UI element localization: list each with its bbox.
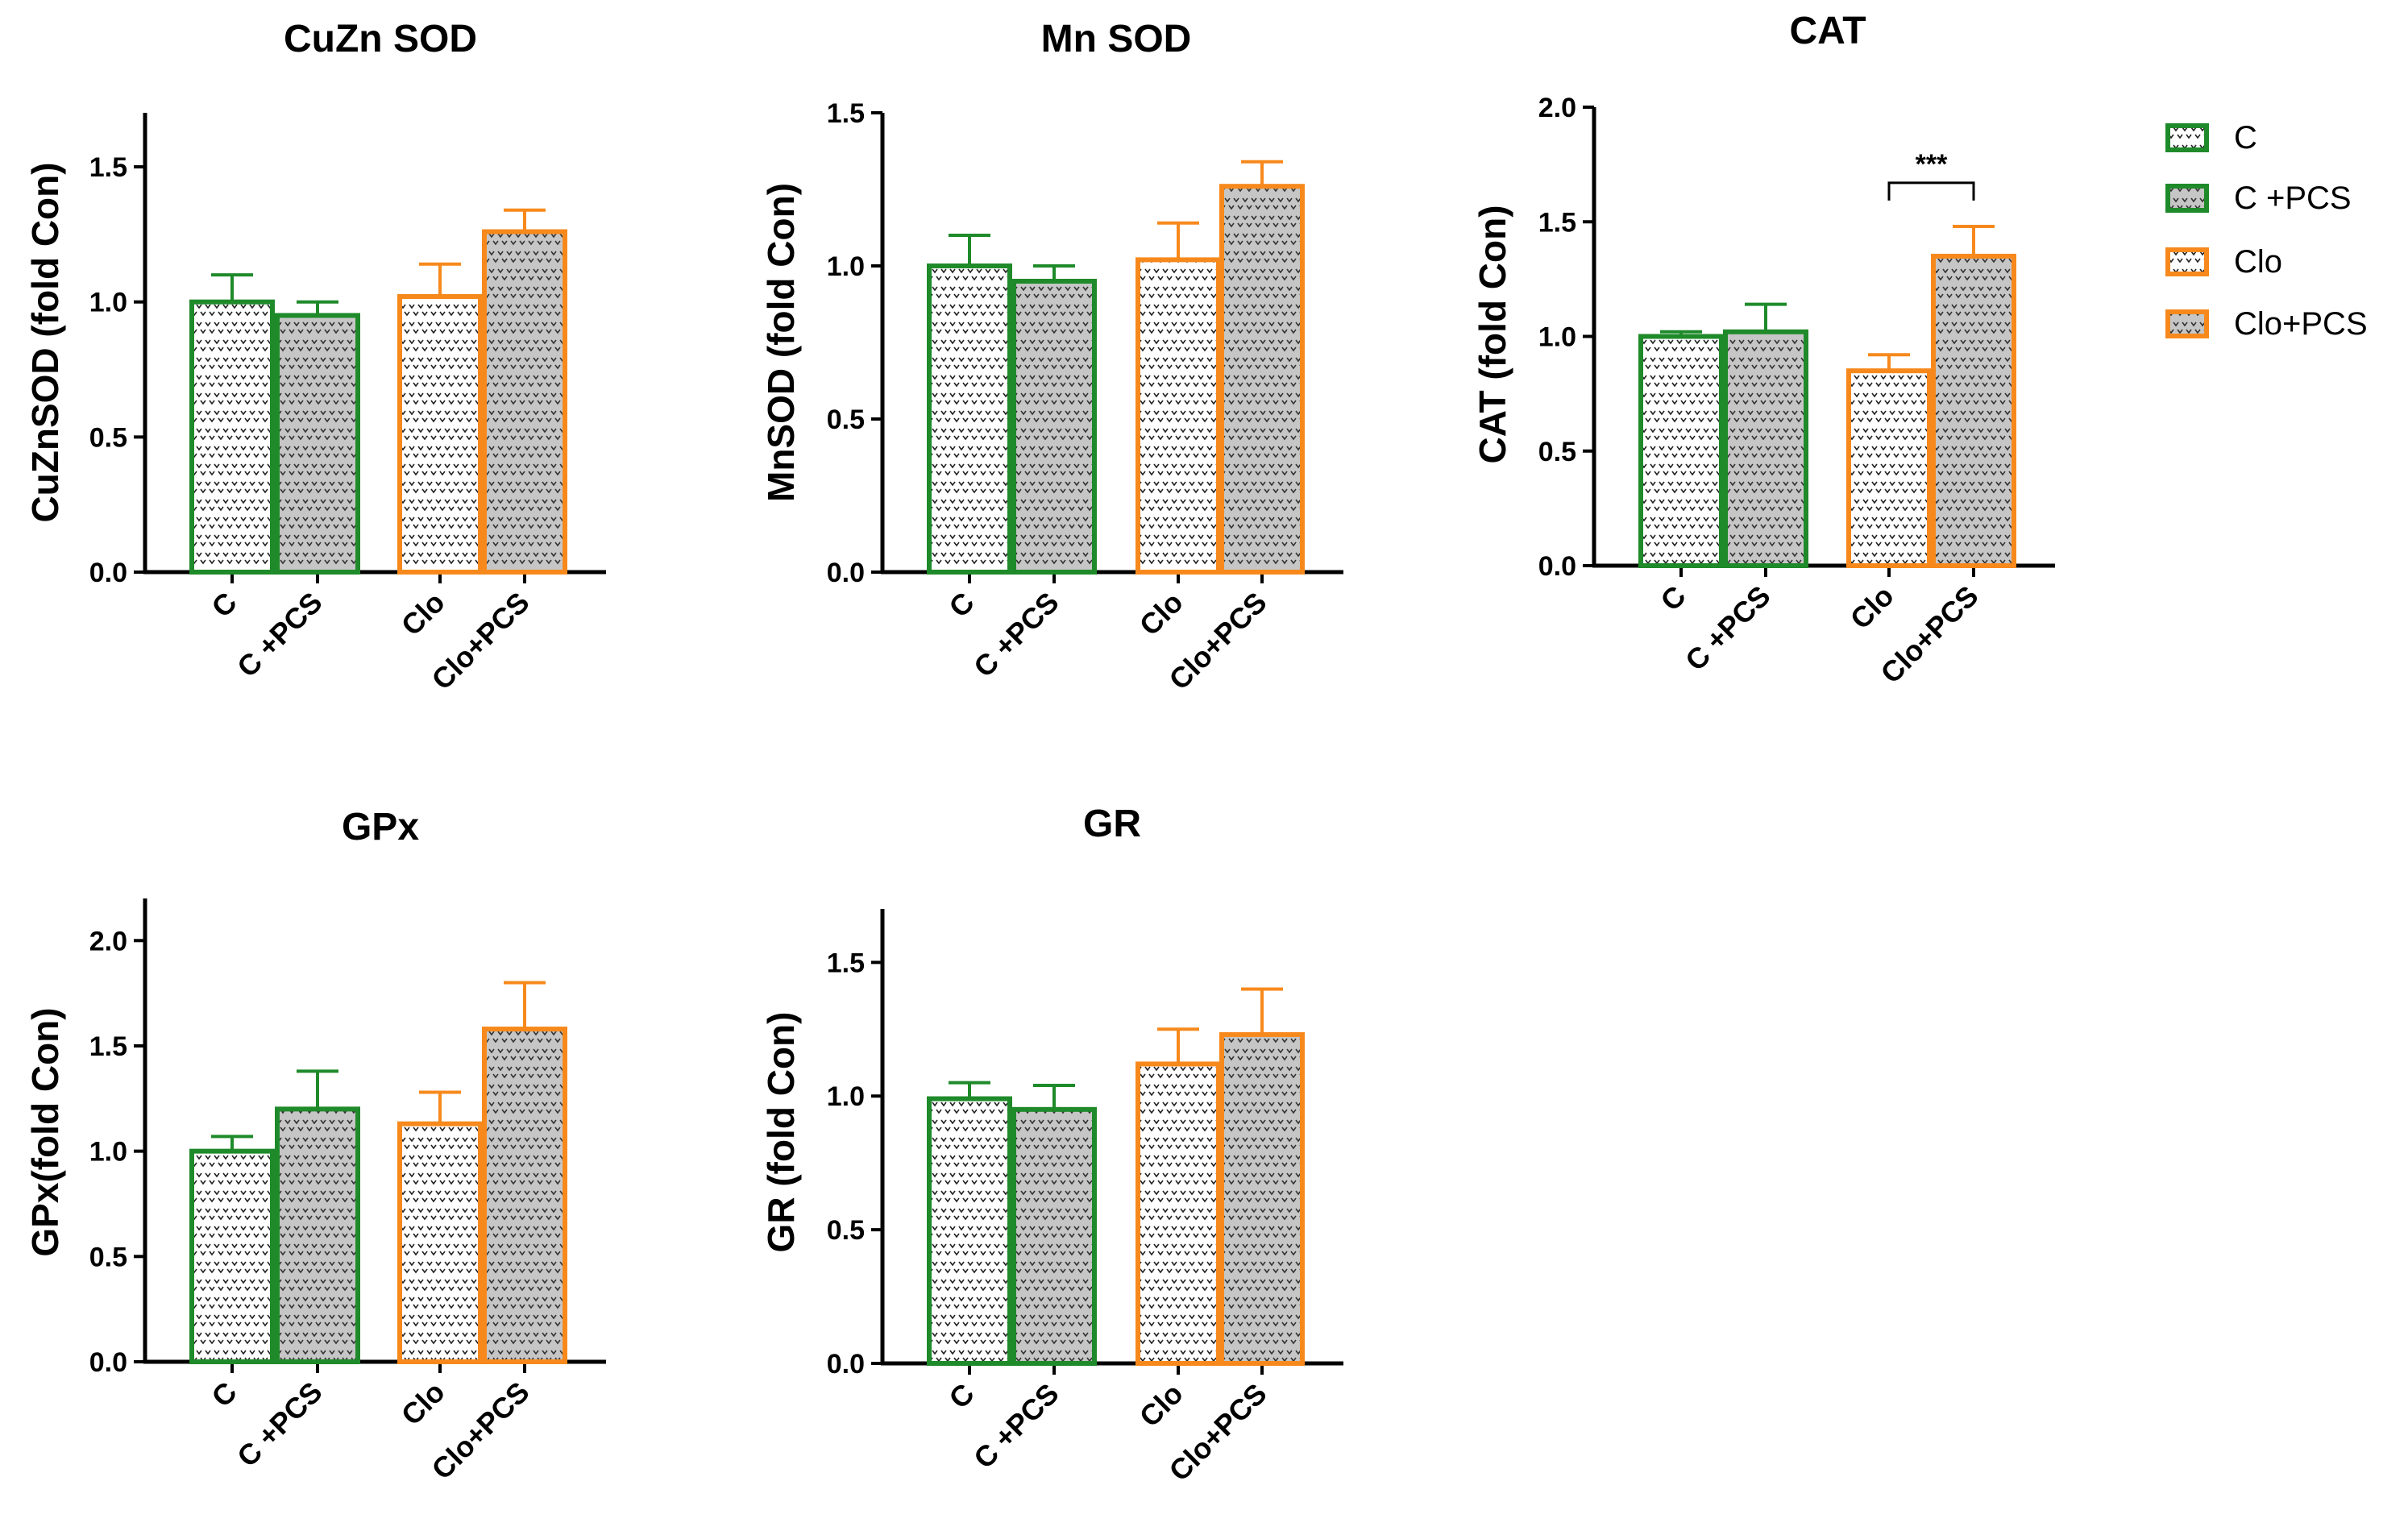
bar-clo-pcs (482, 1027, 567, 1364)
x-tick-label: C (942, 586, 980, 624)
significance-label: *** (1916, 149, 1948, 180)
x-tick-label: C (205, 586, 243, 624)
y-tick-label: 0.5 (827, 405, 865, 435)
chart-title: Mn SOD (1041, 18, 1192, 60)
x-tick-label: C (1654, 579, 1692, 617)
legend-swatch-clo-pcs (2165, 309, 2209, 338)
x-tick-label: C +PCS (967, 586, 1065, 684)
x-tick-label: Clo (395, 1375, 451, 1432)
y-axis-label: GR (fold Con) (760, 1012, 802, 1253)
y-tick-label: 0.0 (89, 1347, 127, 1378)
y-tick-label: 0.5 (827, 1215, 865, 1246)
y-axis-label: CAT (fold Con) (1472, 205, 1513, 463)
panel-cuzn-sod: CuZn SOD CuZnSOD (fold Con) 0.0 0.5 1.0 1.5… (24, 18, 606, 696)
x-tick-label: C +PCS (230, 1375, 329, 1474)
y-tick-label: 1.0 (827, 1081, 865, 1112)
y-tick-label: 2.0 (89, 926, 127, 956)
y-tick-label: 2.0 (1538, 93, 1576, 123)
bar-clo-pcs (482, 229, 567, 575)
chart-title: GR (1083, 803, 1141, 845)
chart-title: CuZn SOD (284, 18, 477, 60)
panel-cat: CAT CAT (fold Con) 0.0 0.5 1.0 1.5 2.0 CC +PC… (1472, 10, 2055, 690)
bar-clo (1135, 257, 1221, 575)
y-tick-label: 0.5 (1538, 437, 1576, 467)
y-tick-label: 1.0 (827, 251, 865, 282)
bar-c (927, 1096, 1012, 1367)
x-tick-label: Clo (1844, 579, 1900, 636)
y-tick-label: 1.0 (1538, 322, 1576, 353)
bar-c-pcs (1011, 1106, 1097, 1366)
bar-c-pcs (275, 313, 360, 575)
y-tick-label: 1.5 (827, 98, 865, 129)
bar-c (927, 263, 1012, 575)
y-tick-label: 0.0 (1538, 551, 1576, 582)
legend-label-c-pcs: C +PCS (2234, 180, 2352, 216)
y-tick-label: 1.5 (89, 152, 127, 183)
bar-clo-pcs (1931, 253, 2016, 568)
x-tick-label: C +PCS (230, 586, 329, 684)
bar-clo (1846, 368, 1932, 568)
bar-clo (1135, 1061, 1221, 1367)
y-axis-label: CuZnSOD (fold Con) (24, 162, 66, 522)
bar-clo (397, 1121, 483, 1364)
y-axis-label: MnSOD (fold Con) (760, 183, 802, 502)
y-axis-label: GPx(fold Con) (24, 1007, 66, 1256)
y-tick-label: 0.5 (89, 1242, 127, 1272)
bar-c-pcs (1723, 329, 1808, 568)
y-tick-label: 1.5 (827, 948, 865, 978)
x-tick-label: C +PCS (967, 1377, 1065, 1475)
significance-bracket (1887, 181, 1975, 201)
bar-c (189, 1148, 275, 1364)
bar-c-pcs (275, 1106, 360, 1364)
bar-c (1638, 334, 1724, 568)
bar-clo-pcs (1219, 1031, 1305, 1367)
bar-clo (397, 294, 483, 575)
legend-swatch-c-pcs (2165, 184, 2209, 213)
y-tick-label: 1.0 (89, 288, 127, 318)
y-tick-label: 0.0 (827, 558, 865, 588)
y-tick-label: 0.0 (89, 558, 127, 588)
legend-label-c: C (2234, 120, 2257, 156)
y-tick-label: 0.5 (89, 422, 127, 453)
legend-label-clo: Clo (2234, 244, 2282, 280)
x-tick-label: Clo (1133, 1377, 1189, 1433)
x-tick-label: C +PCS (1679, 579, 1777, 678)
x-tick-label: Clo (395, 586, 451, 642)
x-tick-label: C (942, 1377, 980, 1415)
y-tick-label: 1.0 (89, 1137, 127, 1168)
x-tick-label: C (205, 1375, 243, 1413)
y-tick-label: 0.0 (827, 1349, 865, 1380)
legend-label-clo-pcs: Clo+PCS (2234, 306, 2368, 342)
panel-gr: GR GR (fold Con) 0.00.51.01.5CC +PCS CloC… (760, 803, 1343, 1487)
x-tick-label: Clo (1133, 586, 1189, 642)
panel-mn-sod: Mn SOD MnSOD (fold Con) 0.0 0.5 1.0 1.5 CC +… (760, 18, 1343, 696)
legend-swatch-clo (2165, 247, 2209, 276)
legend-swatch-c (2165, 123, 2209, 152)
legend: C C +PCS Clo Clo+PCS (2165, 120, 2368, 342)
bar-c (189, 299, 275, 575)
panel-gpx: GPx GPx(fold Con) 0.0 0.5 1.0 1.5 2.0 CC +PCS… (24, 806, 606, 1486)
bar-c-pcs (1011, 279, 1097, 575)
bar-clo-pcs (1219, 184, 1305, 575)
chart-title: CAT (1789, 10, 1866, 52)
y-tick-label: 1.5 (89, 1031, 127, 1062)
chart-title: GPx (342, 806, 419, 848)
y-tick-label: 1.5 (1538, 207, 1576, 238)
